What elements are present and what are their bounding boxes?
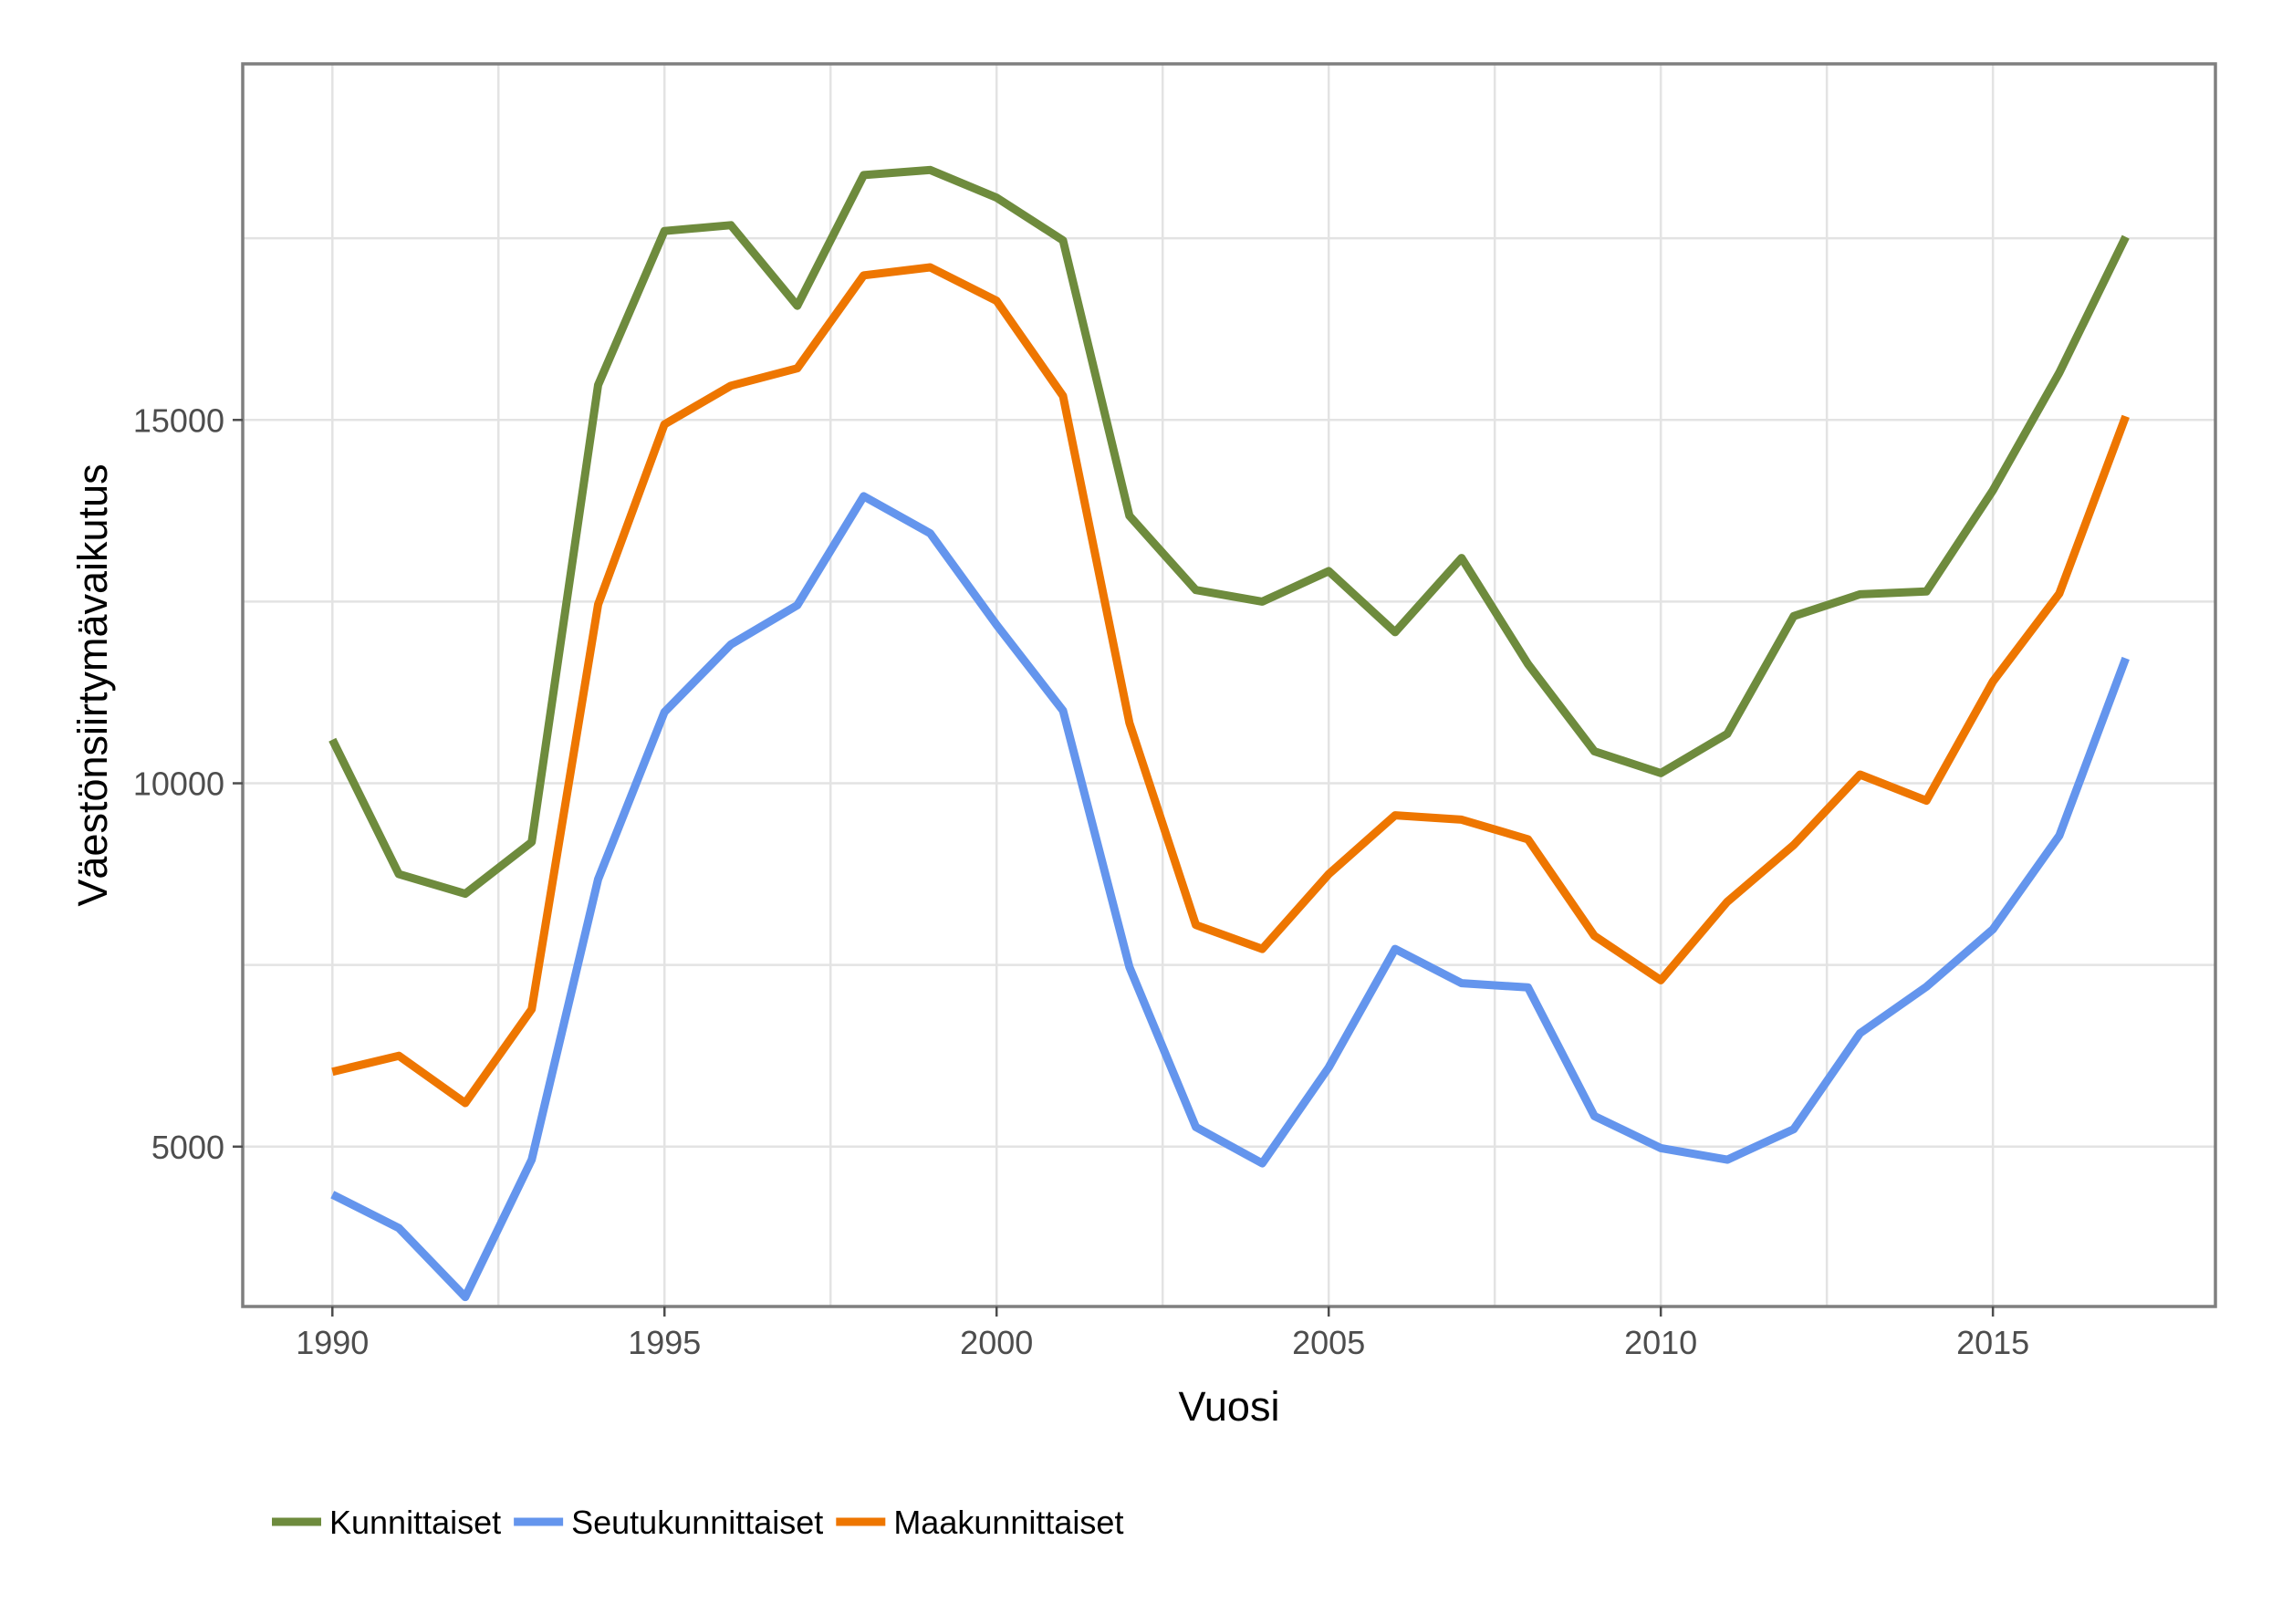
panel-border <box>241 62 2217 1308</box>
series-line-maakunnittaiset <box>331 263 2130 1108</box>
x-tick-label: 2015 <box>1956 1324 2029 1361</box>
legend-label-kunnittaiset: Kunnittaiset <box>329 1504 501 1541</box>
series-layer <box>328 165 2130 1302</box>
axis-layer: 1990 1995 2000 2005 2010 2015 5000 10000 15000 <box>133 401 2029 1361</box>
x-tick-label: 2010 <box>1624 1324 1697 1361</box>
series-line-seutukunnittaiset <box>330 492 2130 1302</box>
x-tick-label: 1990 <box>296 1324 369 1361</box>
y-tick-label: 15000 <box>133 401 224 439</box>
x-axis-title: Vuosi <box>1179 1383 1280 1430</box>
legend: Kunnittaiset Seutukunnittaiset Maakunnitta… <box>272 1504 1123 1541</box>
x-tick-label: 2005 <box>1292 1324 1365 1361</box>
legend-label-seutukunnittaiset: Seutukunnittaiset <box>571 1504 823 1541</box>
y-axis-title: Väestönsiirtymävaikutus <box>69 463 116 906</box>
y-tick-label: 5000 <box>151 1129 224 1166</box>
series-line-kunnittaiset <box>328 165 2130 899</box>
legend-label-maakunnittaiset: Maakunnittaiset <box>893 1504 1123 1541</box>
x-tick-label: 2000 <box>960 1324 1033 1361</box>
x-tick-label: 1995 <box>628 1324 701 1361</box>
y-tick-label: 10000 <box>133 765 224 803</box>
